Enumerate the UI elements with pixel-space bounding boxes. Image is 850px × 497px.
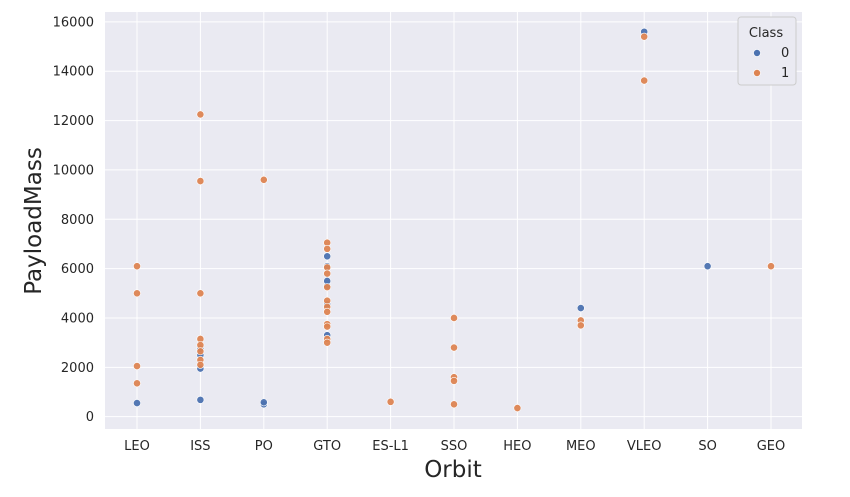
- legend-label-class-0: 0: [781, 46, 789, 61]
- x-tick-label: SO: [698, 439, 716, 454]
- x-tick-label: MEO: [566, 439, 596, 454]
- data-point-class-1: [196, 360, 205, 369]
- y-tick-label: 8000: [61, 213, 94, 228]
- data-point-class-1: [133, 362, 141, 370]
- data-point-class-1: [450, 376, 458, 385]
- data-point-class-0: [703, 262, 712, 271]
- data-point-class-0: [259, 398, 268, 407]
- y-tick-labels: 0 2000 4000 6000 8000 10000 12000 14000 16000: [53, 15, 94, 425]
- data-point-class-1: [196, 177, 205, 185]
- x-tick-label: GEO: [757, 439, 786, 454]
- data-point-class-0: [133, 399, 141, 407]
- data-point-class-1: [576, 321, 585, 330]
- legend-box: [737, 16, 797, 86]
- x-tick-label: GTO: [313, 439, 341, 454]
- legend-label-class-1: 1: [781, 66, 789, 81]
- x-tick-label: HEO: [503, 439, 531, 454]
- y-tick-label: 4000: [61, 311, 94, 326]
- data-point-class-1: [196, 347, 205, 356]
- x-tick-label: SSO: [441, 439, 468, 454]
- data-point-class-1: [386, 397, 395, 406]
- data-point-class-1: [259, 175, 268, 184]
- x-tick-label: VLEO: [627, 439, 662, 454]
- y-tick-label: 2000: [61, 361, 94, 376]
- data-point-class-0: [576, 304, 585, 312]
- legend-marker-class-1: [753, 69, 761, 77]
- data-point-class-1: [450, 400, 458, 409]
- data-point-class-1: [133, 379, 141, 388]
- data-point-class-1: [133, 262, 141, 271]
- legend-title: Class: [749, 26, 783, 41]
- data-point-class-1: [133, 289, 141, 298]
- x-tick-label: ES-L1: [372, 439, 409, 454]
- x-axis-title: Orbit: [424, 457, 482, 483]
- data-point-class-0: [323, 252, 332, 261]
- legend-marker-class-0: [753, 49, 761, 57]
- y-tick-label: 6000: [61, 262, 94, 277]
- data-point-class-1: [450, 343, 458, 352]
- data-point-class-1: [323, 307, 332, 316]
- data-point-class-1: [323, 244, 332, 253]
- x-tick-label: ISS: [190, 439, 210, 454]
- legend: Class 0 1: [737, 16, 797, 86]
- y-tick-label: 12000: [53, 114, 94, 129]
- x-tick-label: LEO: [124, 439, 150, 454]
- data-point-class-1: [323, 338, 332, 347]
- data-point-class-1: [640, 76, 649, 85]
- data-point-class-1: [323, 283, 332, 292]
- data-point-class-1: [323, 322, 332, 331]
- y-tick-label: 10000: [53, 163, 94, 178]
- data-point-class-1: [323, 269, 332, 278]
- x-tick-label: PO: [255, 439, 273, 454]
- x-tick-labels: LEO ISS PO GTO ES-L1 SSO HEO MEO VLEO SO GEO: [124, 439, 785, 454]
- data-point-class-1: [196, 289, 205, 298]
- data-point-class-1: [196, 110, 205, 119]
- data-points: [133, 27, 775, 412]
- data-point-class-1: [513, 404, 522, 412]
- data-point-class-1: [450, 314, 458, 322]
- y-axis-title: PayloadMass: [21, 147, 47, 295]
- data-point-class-1: [767, 262, 775, 271]
- data-point-class-1: [640, 32, 649, 41]
- y-tick-label: 16000: [53, 15, 94, 30]
- y-tick-label: 0: [86, 410, 94, 425]
- data-point-class-0: [196, 395, 205, 404]
- y-tick-label: 14000: [53, 65, 94, 80]
